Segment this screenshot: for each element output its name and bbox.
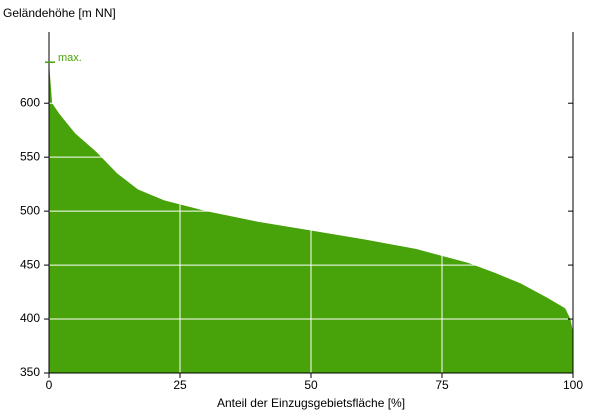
y-tick-label: 500 (20, 203, 40, 217)
y-tick-label: 450 (20, 257, 40, 271)
x-tick-label: 75 (435, 378, 449, 392)
y-tick-label: 400 (20, 311, 40, 325)
y-axis-title: Geländehöhe [m NN] (3, 6, 116, 20)
x-axis-title: Anteil der Einzugsgebietsfläche [%] (217, 396, 405, 410)
y-tick-label: 350 (20, 365, 40, 379)
y-tick-label: 600 (20, 95, 40, 109)
max-annotation: max. (58, 52, 82, 64)
x-tick-label: 100 (563, 378, 583, 392)
x-tick-label: 0 (46, 378, 53, 392)
y-tick-label: 550 (20, 149, 40, 163)
x-tick-label: 25 (173, 378, 187, 392)
x-tick-label: 50 (304, 378, 318, 392)
